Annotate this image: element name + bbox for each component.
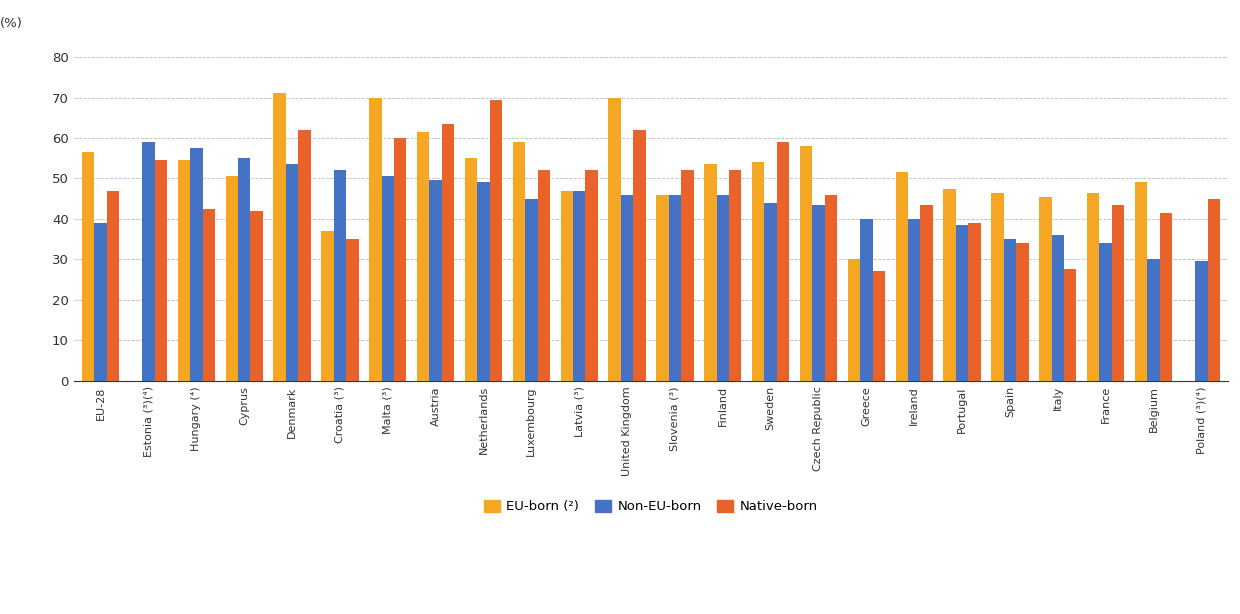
Bar [274, 93, 286, 381]
Bar [512, 142, 526, 381]
Bar [334, 170, 346, 381]
Bar [634, 130, 646, 381]
Bar [585, 170, 598, 381]
Bar [1159, 213, 1172, 381]
Bar [202, 209, 215, 381]
Bar [1195, 262, 1208, 381]
Bar [729, 170, 742, 381]
Bar [490, 99, 502, 381]
Bar [1039, 196, 1052, 381]
Bar [1087, 193, 1100, 381]
Bar [299, 130, 311, 381]
Bar [250, 211, 263, 381]
Bar [968, 223, 981, 381]
Bar [226, 176, 238, 381]
Bar [465, 158, 477, 381]
Bar [621, 195, 634, 381]
Bar [526, 199, 538, 381]
Bar [94, 223, 107, 381]
Bar [895, 173, 908, 381]
Bar [751, 162, 764, 381]
Bar [477, 182, 490, 381]
Bar [1016, 243, 1028, 381]
Bar [238, 158, 250, 381]
Bar [177, 160, 190, 381]
Bar [538, 170, 551, 381]
Bar [956, 225, 968, 381]
Bar [321, 231, 334, 381]
Bar [717, 195, 729, 381]
Bar [704, 165, 717, 381]
Bar [1208, 199, 1220, 381]
Bar [848, 259, 861, 381]
Bar [1003, 239, 1016, 381]
Bar [1147, 259, 1159, 381]
Bar [190, 148, 202, 381]
Bar [346, 239, 358, 381]
Bar [812, 204, 825, 381]
Bar [908, 219, 920, 381]
Bar [825, 195, 837, 381]
Bar [417, 132, 429, 381]
Bar [82, 152, 94, 381]
Bar [1052, 235, 1064, 381]
Bar [681, 170, 693, 381]
Bar [441, 124, 454, 381]
Bar [991, 193, 1003, 381]
Bar [1064, 270, 1076, 381]
Bar [776, 142, 790, 381]
Bar [861, 219, 873, 381]
Bar [286, 165, 299, 381]
Bar [944, 188, 956, 381]
Bar [873, 271, 885, 381]
Bar [609, 98, 621, 381]
Bar [155, 160, 167, 381]
Bar [143, 142, 155, 381]
Bar [668, 195, 681, 381]
Bar [1100, 243, 1112, 381]
Bar [107, 190, 119, 381]
Legend: EU-born (²), Non-EU-born, Native-born: EU-born (²), Non-EU-born, Native-born [479, 494, 823, 518]
Bar [370, 98, 382, 381]
Bar [573, 190, 585, 381]
Bar [656, 195, 668, 381]
Bar [560, 190, 573, 381]
Bar [1112, 204, 1125, 381]
Bar [764, 203, 776, 381]
Bar [382, 176, 394, 381]
Bar [800, 146, 812, 381]
Bar [920, 204, 932, 381]
Bar [1135, 182, 1147, 381]
Text: (%): (%) [0, 17, 22, 30]
Bar [429, 181, 441, 381]
Bar [394, 138, 407, 381]
